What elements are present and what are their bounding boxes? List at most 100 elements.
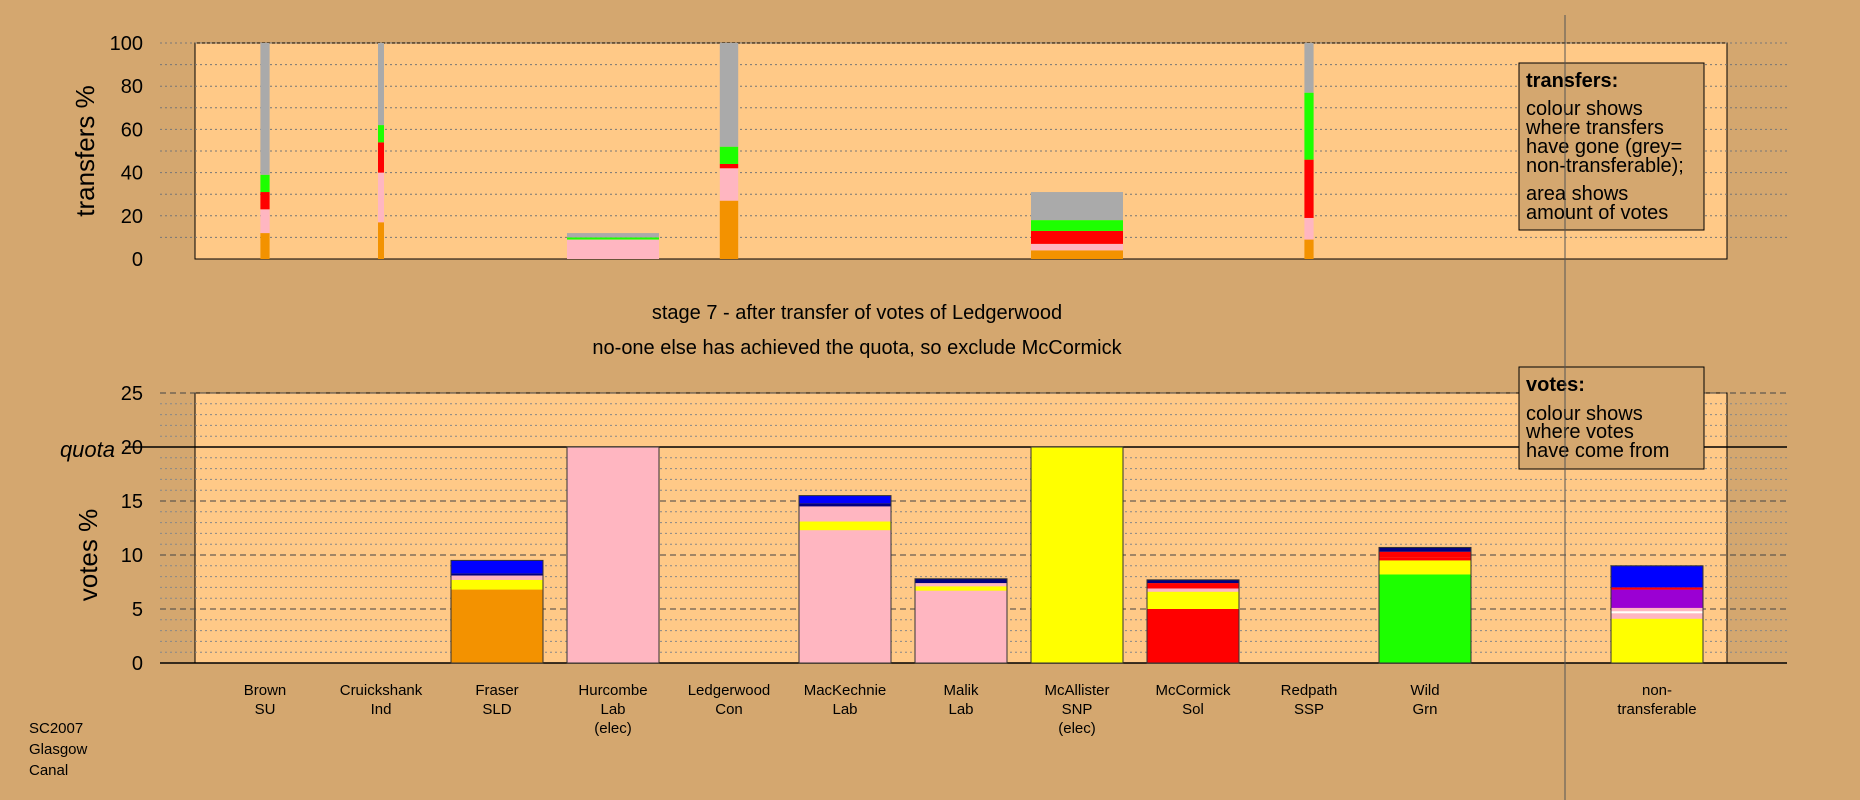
transfer-segment (719, 146, 739, 164)
vote-segment (1611, 589, 1703, 608)
vote-segment (1611, 611, 1703, 614)
candidate-label: Con (715, 701, 743, 718)
footer-constituency: Canal (29, 762, 68, 779)
vote-segment (451, 589, 543, 663)
vote-segment (1379, 574, 1471, 663)
candidate-label: SLD (482, 701, 511, 718)
transfers-ytick-label: 20 (121, 206, 143, 228)
candidate-label: non- (1642, 682, 1672, 699)
stage-description: stage 7 - after transfer of votes of Led… (652, 302, 1062, 324)
candidate-label: Sol (1182, 701, 1204, 718)
vote-segment (915, 586, 1007, 591)
transfers-legend-line: where transfers (1525, 117, 1664, 139)
transfers-ytick-label: 40 (121, 163, 143, 185)
transfer-segment (378, 222, 384, 259)
transfer-segment (378, 142, 384, 173)
votes-panel: 0 5 10 15 25 20 votes % quota Brown SU Cruicksh… (60, 383, 1787, 737)
transfers-yticks: 0 20 40 60 80 100 (110, 33, 143, 271)
votes-legend-line: have come from (1526, 440, 1669, 462)
transfer-segment (1304, 92, 1314, 160)
vote-segment (1611, 613, 1703, 619)
transfer-segment (1031, 250, 1123, 259)
transfer-segment (1304, 239, 1314, 259)
vote-segment (915, 590, 1007, 663)
vote-segment (1147, 591, 1239, 609)
candidate-label: Ind (371, 701, 392, 718)
votes-ytick-label: 15 (121, 491, 143, 513)
vote-segment (1611, 587, 1703, 590)
votes-ytick-label: 10 (121, 545, 143, 567)
stage-decision: no-one else has achieved the quota, so e… (592, 337, 1122, 359)
candidate-label: (elec) (594, 720, 632, 737)
transfer-segment (719, 168, 739, 201)
vote-segment (1379, 560, 1471, 575)
candidate-label: SSP (1294, 701, 1324, 718)
votes-yticks: 0 5 10 15 25 20 (121, 383, 143, 675)
transfer-segment (260, 209, 270, 234)
transfers-legend-line: area shows (1526, 183, 1628, 205)
candidate-label: Malik (943, 682, 979, 699)
vote-segment (1611, 618, 1703, 663)
vote-bar-outline (1378, 546, 1472, 664)
footer-year: SC2007 (29, 720, 83, 737)
vote-segment (451, 575, 543, 580)
vote-segment (1147, 609, 1239, 663)
candidate-label: Hurcombe (578, 682, 647, 699)
candidate-label: SNP (1062, 701, 1093, 718)
votes-ytick-label: 0 (132, 653, 143, 675)
transfers-legend-title: transfers: (1526, 70, 1618, 92)
vote-segment (1147, 579, 1239, 584)
vote-segment (567, 447, 659, 663)
transfer-segment (1304, 217, 1314, 240)
vote-segment (915, 583, 1007, 587)
vote-segment (799, 521, 891, 531)
vote-segment (799, 495, 891, 504)
transfer-segment (719, 200, 739, 259)
candidate-label: (elec) (1058, 720, 1096, 737)
votes-ytick-label: 5 (132, 599, 143, 621)
candidate-label: Lab (832, 701, 857, 718)
vote-segment (1611, 565, 1703, 588)
candidate-label: Wild (1410, 682, 1439, 699)
vote-segment (1147, 583, 1239, 589)
vote-segment (1379, 557, 1471, 561)
transfer-segment (1031, 243, 1123, 251)
transfers-ytick-label: 60 (121, 119, 143, 141)
vote-bar-outline (914, 578, 1008, 664)
votes-legend-box (1518, 366, 1705, 470)
vote-segment (1147, 588, 1239, 592)
transfers-legend-line: amount of votes (1526, 202, 1668, 224)
votes-ytick-label: 25 (121, 383, 143, 405)
transfers-ytick-label: 80 (121, 76, 143, 98)
votes-y-axis-title: votes % (73, 509, 103, 602)
transfer-segment (719, 43, 739, 147)
votes-legend-line: colour shows (1526, 403, 1643, 425)
transfers-gridlines (160, 42, 1787, 238)
votes-legend-line: where votes (1525, 421, 1634, 443)
transfer-segment (1031, 220, 1123, 231)
candidate-labels: Brown SU Cruickshank Ind Fraser SLD Hurcombe La… (244, 682, 1697, 737)
quota-label: quota (60, 437, 115, 462)
transfers-legend-line: colour shows (1526, 98, 1643, 120)
vote-bar-outline (450, 559, 544, 664)
votes-legend-title: votes: (1526, 374, 1585, 396)
candidate-label: McCormick (1156, 682, 1231, 699)
vote-bar-outline (1610, 565, 1704, 664)
candidate-label: Cruickshank (340, 682, 423, 699)
transfers-bars (260, 43, 1314, 259)
transfer-segment (1304, 159, 1314, 218)
transfer-segment (378, 43, 384, 126)
transfer-segment (1304, 43, 1314, 93)
transfer-segment (260, 43, 270, 175)
transfer-segment (1031, 230, 1123, 244)
transfer-segment (567, 239, 659, 259)
transfer-segment (378, 125, 384, 143)
transfers-panel: 0 20 40 60 80 100 transfers % (70, 33, 1787, 271)
transfer-segment (378, 172, 384, 223)
vote-segment (451, 579, 543, 590)
footer-region: Glasgow (29, 741, 88, 758)
vote-segment (915, 578, 1007, 584)
vote-segment (1379, 551, 1471, 558)
candidate-label: Fraser (475, 682, 518, 699)
